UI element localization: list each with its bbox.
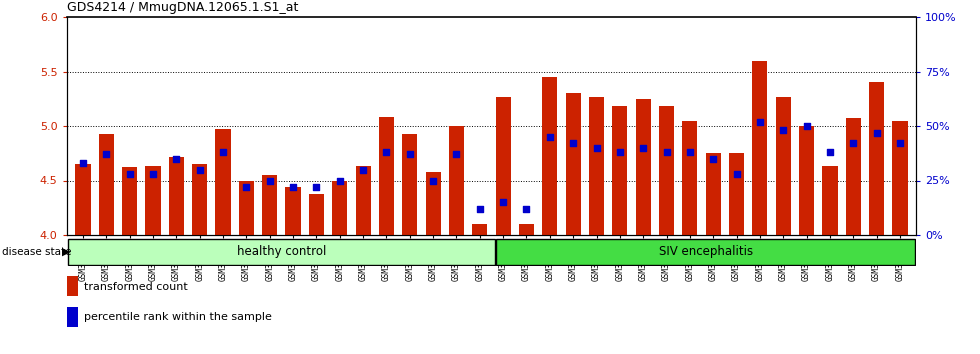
Bar: [145, 166, 161, 235]
Point: [659, 149, 674, 155]
Text: GDS4214 / MmugDNA.12065.1.S1_at: GDS4214 / MmugDNA.12065.1.S1_at: [67, 1, 298, 14]
Point: [518, 206, 534, 212]
Text: healthy control: healthy control: [237, 246, 326, 258]
Bar: [169, 156, 184, 235]
Bar: [99, 133, 114, 235]
Point: [262, 178, 277, 183]
Point: [612, 149, 628, 155]
Point: [472, 206, 488, 212]
Point: [309, 184, 324, 190]
Bar: [542, 77, 558, 235]
Bar: [729, 153, 744, 235]
Bar: [636, 99, 651, 235]
Bar: [799, 126, 814, 235]
Point: [706, 156, 721, 161]
Bar: [659, 107, 674, 235]
Point: [192, 167, 208, 172]
Point: [238, 184, 254, 190]
Point: [285, 184, 301, 190]
Point: [402, 152, 417, 157]
Text: disease state: disease state: [2, 247, 72, 257]
Bar: [239, 181, 254, 235]
Bar: [309, 194, 324, 235]
Text: ▶: ▶: [62, 247, 71, 257]
Bar: [402, 133, 417, 235]
Bar: [682, 121, 698, 235]
FancyBboxPatch shape: [496, 239, 915, 266]
Point: [799, 123, 814, 129]
Point: [75, 160, 91, 166]
Bar: [192, 164, 208, 235]
Bar: [612, 107, 627, 235]
Text: SIV encephalitis: SIV encephalitis: [659, 246, 753, 258]
Point: [495, 199, 511, 205]
Bar: [285, 187, 301, 235]
Bar: [67, 307, 78, 327]
Point: [425, 178, 441, 183]
Point: [775, 127, 791, 133]
Bar: [753, 61, 767, 235]
Point: [98, 152, 114, 157]
Bar: [518, 224, 534, 235]
Point: [355, 167, 370, 172]
Point: [729, 171, 745, 177]
Point: [892, 141, 907, 146]
Point: [216, 149, 231, 155]
Point: [822, 149, 838, 155]
Bar: [425, 172, 441, 235]
Bar: [67, 276, 78, 296]
Bar: [822, 166, 838, 235]
Point: [378, 149, 394, 155]
Bar: [472, 224, 487, 235]
FancyBboxPatch shape: [68, 239, 495, 266]
Bar: [379, 117, 394, 235]
Bar: [589, 97, 604, 235]
Point: [682, 149, 698, 155]
Bar: [706, 153, 721, 235]
Bar: [869, 82, 884, 235]
Text: percentile rank within the sample: percentile rank within the sample: [84, 312, 272, 322]
Bar: [122, 167, 137, 235]
Bar: [846, 118, 860, 235]
Bar: [449, 126, 465, 235]
Bar: [893, 121, 907, 235]
Point: [635, 145, 651, 151]
Bar: [262, 175, 277, 235]
Point: [542, 134, 558, 140]
Point: [565, 141, 581, 146]
Bar: [496, 97, 511, 235]
Text: transformed count: transformed count: [84, 281, 188, 291]
Bar: [332, 181, 347, 235]
Bar: [356, 166, 370, 235]
Bar: [75, 164, 90, 235]
Bar: [67, 17, 916, 235]
Point: [122, 171, 137, 177]
Bar: [565, 93, 581, 235]
Point: [145, 171, 161, 177]
Point: [869, 130, 885, 135]
Point: [846, 141, 861, 146]
Bar: [216, 129, 230, 235]
Bar: [775, 97, 791, 235]
Point: [332, 178, 348, 183]
Point: [589, 145, 605, 151]
Point: [449, 152, 465, 157]
Point: [752, 119, 767, 125]
Point: [169, 156, 184, 161]
